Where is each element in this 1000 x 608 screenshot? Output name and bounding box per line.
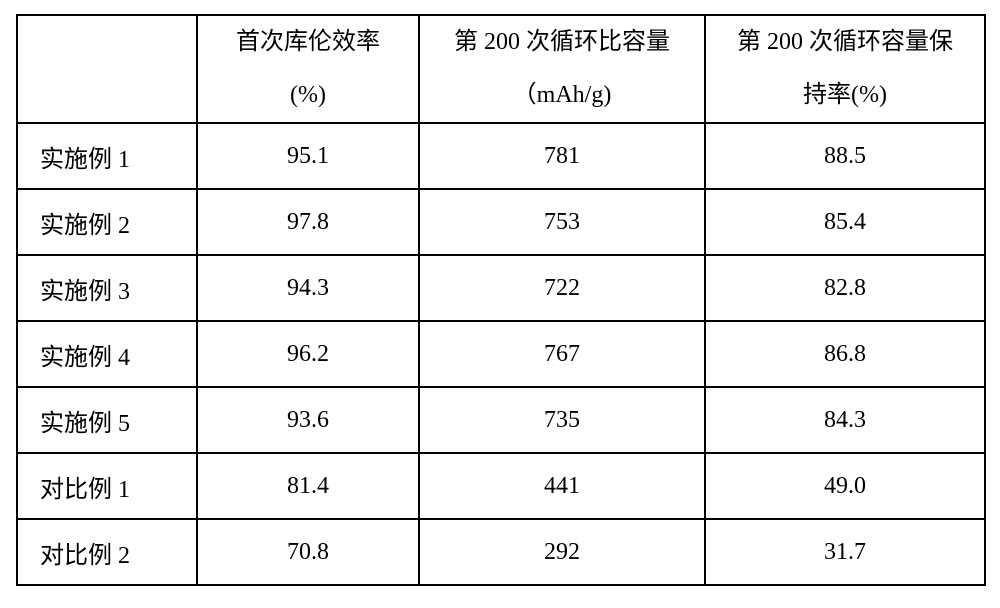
col-header-3-line1: 第 200 次循环容量保	[737, 29, 953, 55]
data-table: 首次库伦效率 (%) 第 200 次循环比容量 （mAh/g) 第 200 次循…	[16, 14, 986, 586]
cell: 96.2	[197, 321, 419, 387]
cell: 753	[419, 189, 705, 255]
cell: 292	[419, 519, 705, 585]
cell: 85.4	[705, 189, 985, 255]
cell: 81.4	[197, 453, 419, 519]
col-header-1-line1: 首次库伦效率	[236, 29, 380, 55]
cell: 94.3	[197, 255, 419, 321]
table-row: 实施例 5 93.6 735 84.3	[17, 387, 985, 453]
cell: 88.5	[705, 123, 985, 189]
cell: 70.8	[197, 519, 419, 585]
col-header-0	[17, 15, 197, 123]
table-row: 对比例 1 81.4 441 49.0	[17, 453, 985, 519]
cell: 86.8	[705, 321, 985, 387]
col-header-2-line2: （mAh/g)	[513, 82, 612, 108]
cell: 31.7	[705, 519, 985, 585]
cell: 441	[419, 453, 705, 519]
table-header-row: 首次库伦效率 (%) 第 200 次循环比容量 （mAh/g) 第 200 次循…	[17, 15, 985, 123]
cell: 735	[419, 387, 705, 453]
table-row: 实施例 4 96.2 767 86.8	[17, 321, 985, 387]
row-label: 对比例 1	[17, 453, 197, 519]
col-header-1: 首次库伦效率 (%)	[197, 15, 419, 123]
table-row: 对比例 2 70.8 292 31.7	[17, 519, 985, 585]
col-header-3-line2: 持率(%)	[803, 82, 887, 108]
cell: 49.0	[705, 453, 985, 519]
cell: 722	[419, 255, 705, 321]
cell: 767	[419, 321, 705, 387]
row-label: 实施例 3	[17, 255, 197, 321]
col-header-3: 第 200 次循环容量保 持率(%)	[705, 15, 985, 123]
col-header-2: 第 200 次循环比容量 （mAh/g)	[419, 15, 705, 123]
cell: 97.8	[197, 189, 419, 255]
table-row: 实施例 2 97.8 753 85.4	[17, 189, 985, 255]
table-row: 实施例 3 94.3 722 82.8	[17, 255, 985, 321]
table-row: 实施例 1 95.1 781 88.5	[17, 123, 985, 189]
cell: 82.8	[705, 255, 985, 321]
row-label: 对比例 2	[17, 519, 197, 585]
cell: 95.1	[197, 123, 419, 189]
row-label: 实施例 1	[17, 123, 197, 189]
row-label: 实施例 2	[17, 189, 197, 255]
cell: 781	[419, 123, 705, 189]
col-header-1-line2: (%)	[290, 82, 326, 108]
row-label: 实施例 4	[17, 321, 197, 387]
col-header-2-line1: 第 200 次循环比容量	[454, 29, 670, 55]
cell: 93.6	[197, 387, 419, 453]
cell: 84.3	[705, 387, 985, 453]
row-label: 实施例 5	[17, 387, 197, 453]
